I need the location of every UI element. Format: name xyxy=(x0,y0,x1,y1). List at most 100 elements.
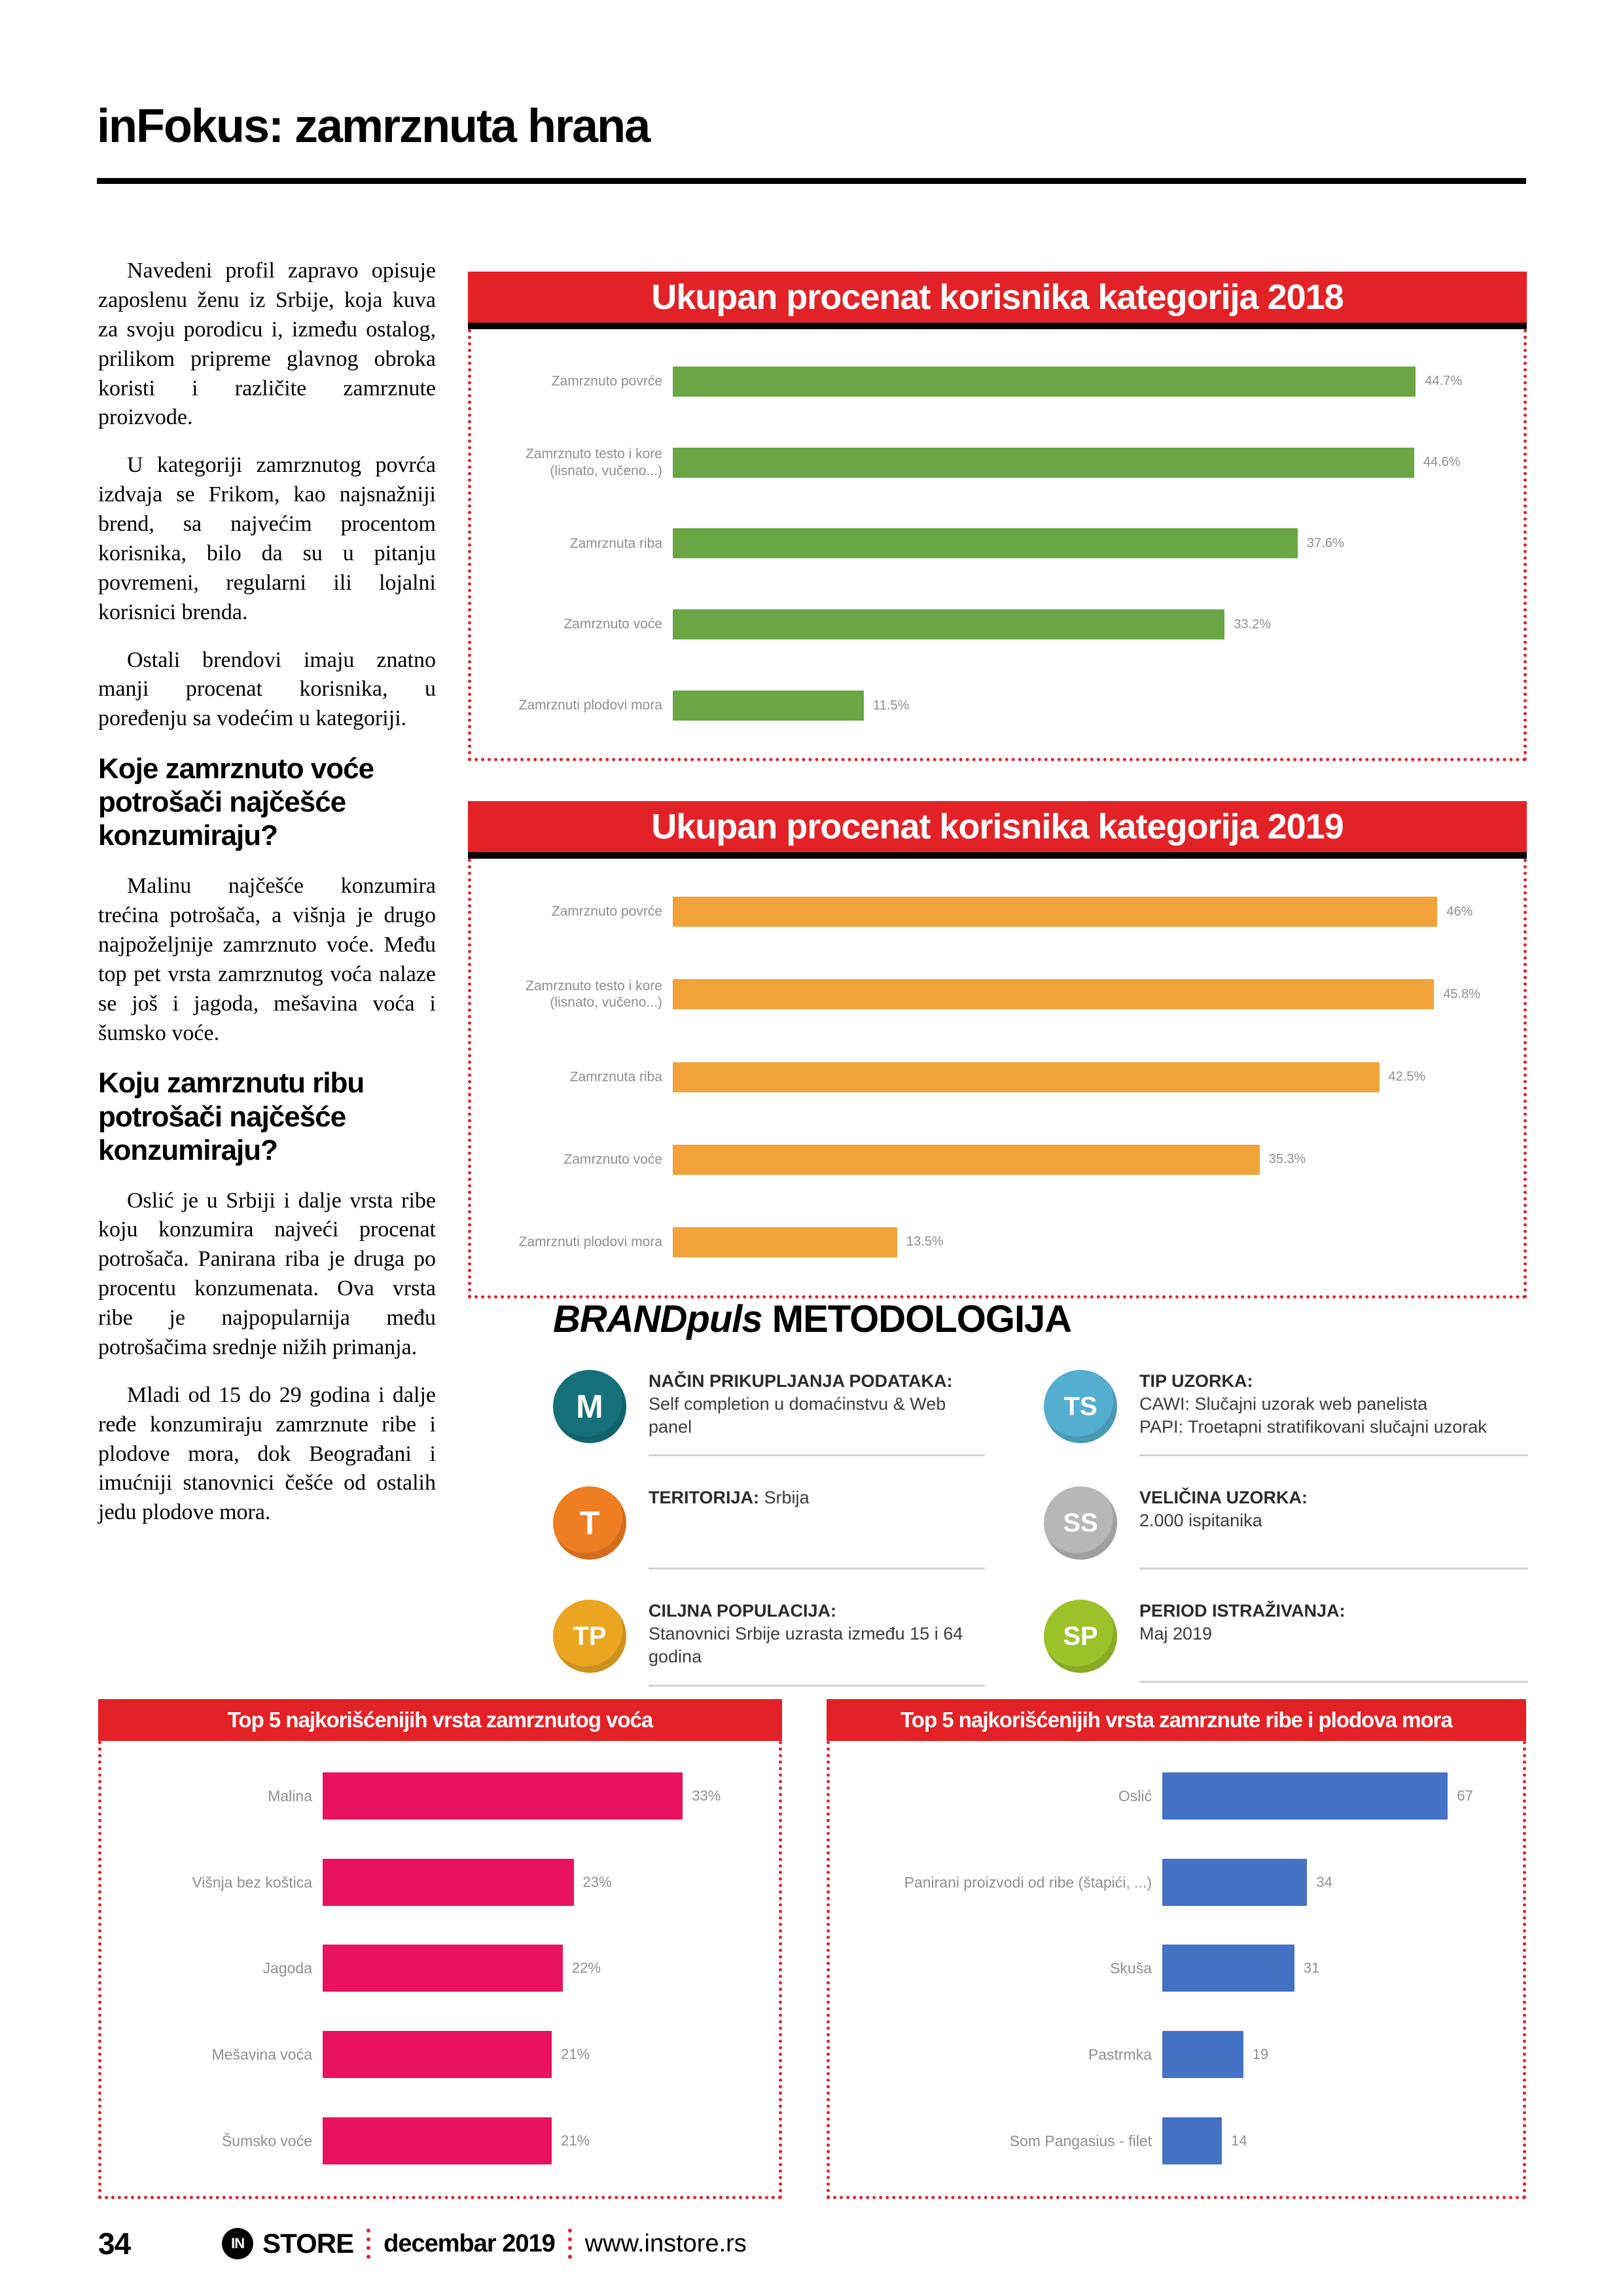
bar-label: Zamrznuta riba xyxy=(569,1069,662,1085)
methodology-circle-icon: T xyxy=(553,1486,626,1560)
bar-value: 37.6% xyxy=(1307,535,1344,550)
bar-row: Zamrznuto testo i kore (lisnato, vučeno.… xyxy=(476,953,1504,1035)
article-paragraph: Navedeni profil zapravo opisuje zaposlen… xyxy=(98,259,436,430)
chart-fruit-panel: Top 5 najkorišćenijih vrsta zamrznutog v… xyxy=(98,1699,782,2199)
bar-track: 19 xyxy=(1162,2031,1503,2079)
bar-row: Zamrznuto voće 33.2% xyxy=(476,584,1504,665)
bar-label: Som Pangasius - filet xyxy=(1009,2132,1152,2150)
bar-label: Jagoda xyxy=(262,1960,312,1977)
methodology-desc: CAWI: Slučajni uzorak web panelista PAPI… xyxy=(1139,1394,1487,1437)
article-heading: Koje zamrznuto voće potrošači najčešće k… xyxy=(98,753,374,852)
bar-label: Zamrznuti plodovi mora xyxy=(518,1234,662,1250)
bar-track: 21% xyxy=(323,2117,759,2165)
bar-track: 13.5% xyxy=(673,1227,1504,1257)
methodology-desc: Srbija xyxy=(764,1488,810,1508)
methodology-item: TS TIP UZORKA: CAWI: Slučajni uzorak web p… xyxy=(1044,1370,1528,1457)
bar-value: 19 xyxy=(1252,2046,1269,2063)
bar-track: 46% xyxy=(673,897,1504,927)
bar-value: 44.6% xyxy=(1423,455,1461,470)
bar xyxy=(323,1858,574,1906)
bar-label: Šumsko voće xyxy=(221,2132,312,2150)
article-paragraph: Oslić je u Srbiji i dalje vrsta ribe koj… xyxy=(98,1188,436,1359)
bar-track: 67 xyxy=(1162,1772,1503,1820)
chart-fish-title: Top 5 najkorišćenijih vrsta zamrznute ri… xyxy=(827,1699,1526,1741)
bar-track: 44.6% xyxy=(673,447,1504,478)
bar-label: Mešavina voća xyxy=(211,2046,312,2064)
bar-value: 14 xyxy=(1231,2132,1247,2149)
methodology-item: T TERITORIJA: Srbija xyxy=(553,1486,985,1570)
methodology-title: VELIČINA UZORKA: xyxy=(1139,1488,1308,1508)
bar-label: Oslić xyxy=(1118,1787,1152,1804)
bar-value: 13.5% xyxy=(906,1234,944,1249)
bar-row: Zamrznuti plodovi mora 13.5% xyxy=(476,1201,1504,1283)
bar-value: 33% xyxy=(692,1787,721,1804)
bar-value: 34 xyxy=(1316,1873,1332,1890)
bar-track: 33% xyxy=(323,1772,759,1820)
methodology-text: TIP UZORKA: CAWI: Slučajni uzorak web pan… xyxy=(1139,1370,1528,1457)
bar xyxy=(673,691,865,721)
chart-fish-body: Oslić 67 Panirani proizvodi od ribe (štapi… xyxy=(827,1741,1526,2199)
bar-value: 67 xyxy=(1457,1787,1473,1804)
article-paragraph: Ostali brendovi imaju znatno manji proce… xyxy=(98,647,436,731)
bar-row: Zamrznuto povrće 44.7% xyxy=(476,341,1504,422)
methodology-title: TERITORIJA: xyxy=(649,1488,764,1508)
bar-track: 42.5% xyxy=(673,1062,1504,1092)
bar xyxy=(673,609,1225,640)
bar-value: 11.5% xyxy=(873,698,910,713)
bar-track: 31 xyxy=(1162,1945,1503,1992)
chart-2018-title: Ukupan procenat korisnika kategorija 201… xyxy=(468,272,1527,329)
methodology-desc: Stanovnici Srbije uzrasta između 15 i 64… xyxy=(649,1624,963,1667)
bar-value: 35.3% xyxy=(1268,1152,1306,1167)
methodology-heading-brand: BRANDpuls xyxy=(553,1298,763,1340)
bar-row: Zamrznuto voće 35.3% xyxy=(476,1119,1504,1201)
methodology-item: M NAČIN PRIKUPLJANJA PODATAKA: Self comple… xyxy=(553,1370,985,1457)
methodology-heading-rest: METODOLOGIJA xyxy=(762,1298,1072,1340)
bar-row: Som Pangasius - filet 14 xyxy=(835,2098,1503,2184)
footer-separator xyxy=(567,2229,572,2259)
methodology-title: PERIOD ISTRAŽIVANJA: xyxy=(1139,1601,1346,1621)
bar xyxy=(673,447,1414,478)
methodology-heading: BRANDpuls METODOLOGIJA xyxy=(553,1297,1528,1341)
page-title: inFokus: zamrznuta hrana xyxy=(97,100,651,152)
chart-2018-body: Zamrznuto povrće 44.7% Zamrznuto testo i k… xyxy=(468,329,1527,761)
methodology-item: SP PERIOD ISTRAŽIVANJA: Maj 2019 xyxy=(1044,1600,1528,1686)
article-paragraph: U kategoriji zamrznutog povrća izdvaja s… xyxy=(98,453,436,624)
bar xyxy=(1162,1858,1308,1906)
bar-track: 23% xyxy=(323,1858,759,1906)
article-paragraph: Malinu najčešće konzumira trećina potroš… xyxy=(98,874,436,1045)
chart-2019-panel: Ukupan procenat korisnika kategorija 201… xyxy=(468,801,1527,1299)
bar xyxy=(673,979,1435,1010)
bar-row: Oslić 67 xyxy=(835,1753,1503,1839)
bar-row: Zamrznuti plodovi mora 11.5% xyxy=(476,665,1504,746)
methodology-circle-icon: SS xyxy=(1044,1486,1117,1560)
bar-track: 34 xyxy=(1162,1858,1503,1906)
bar xyxy=(1162,2031,1243,2079)
methodology-item: TP CILJNA POPULACIJA: Stanovnici Srbije uz… xyxy=(553,1600,985,1687)
issue-date: decembar 2019 xyxy=(383,2229,556,2257)
methodology-text: PERIOD ISTRAŽIVANJA: Maj 2019 xyxy=(1139,1600,1528,1683)
article-column: Navedeni profil zapravo opisuje zaposlen… xyxy=(98,257,436,1546)
methodology-section: BRANDpuls METODOLOGIJA M NAČIN PRIKUPLJAN… xyxy=(553,1297,1528,1687)
bar-track: 14 xyxy=(1162,2117,1503,2165)
bar-row: Pastrmka 19 xyxy=(835,2011,1503,2098)
bar-value: 31 xyxy=(1303,1960,1320,1977)
chart-fish-panel: Top 5 najkorišćenijih vrsta zamrznute ri… xyxy=(827,1699,1526,2199)
methodology-circle-icon: M xyxy=(553,1370,626,1443)
bar xyxy=(323,1772,683,1820)
bar-value: 21% xyxy=(561,2132,590,2149)
methodology-text: TERITORIJA: Srbija xyxy=(649,1486,985,1570)
bar xyxy=(1162,1772,1448,1820)
methodology-text: CILJNA POPULACIJA: Stanovnici Srbije uzra… xyxy=(649,1600,985,1687)
bar-label: Zamrznuto voće xyxy=(563,1151,662,1167)
bar-track: 35.3% xyxy=(673,1144,1504,1175)
methodology-desc: 2.000 ispitanika xyxy=(1139,1511,1262,1531)
methodology-desc: Self completion u domaćinstvu & Web pane… xyxy=(649,1394,946,1437)
bar xyxy=(673,1227,897,1257)
bar xyxy=(1162,2117,1222,2165)
bar-row: Jagoda 22% xyxy=(107,1926,759,2012)
bar-row: Zamrznuta riba 37.6% xyxy=(476,503,1504,584)
bar-value: 46% xyxy=(1446,904,1473,919)
bar-value: 45.8% xyxy=(1443,986,1481,1001)
chart-2019-body: Zamrznuto povrće 46% Zamrznuto testo i kor… xyxy=(468,859,1527,1299)
